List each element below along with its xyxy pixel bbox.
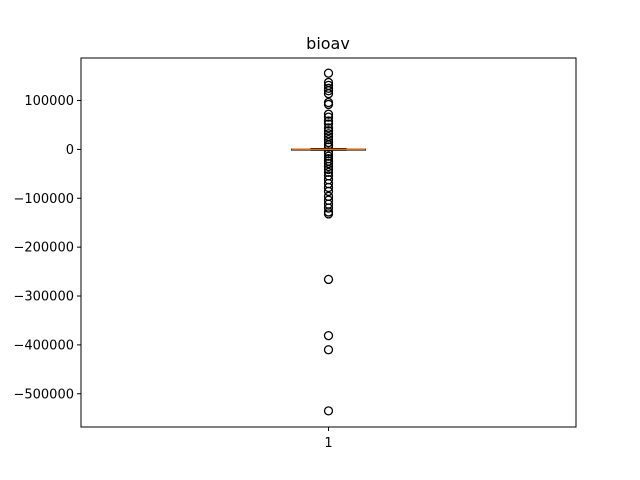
outlier-point: [323, 137, 334, 148]
outlier-point: [323, 83, 334, 93]
chart-title: bioav: [306, 34, 350, 53]
outlier-point: [323, 345, 334, 355]
outlier-point: [323, 86, 334, 96]
outlier-point: [323, 203, 334, 213]
y-tick-label: −300000: [13, 290, 74, 305]
y-tick-label: −100000: [13, 192, 74, 207]
outlier-point: [323, 112, 334, 122]
outlier-point: [323, 89, 334, 99]
outlier-point: [323, 123, 334, 133]
outlier-point: [323, 161, 334, 172]
outlier-point: [323, 274, 334, 285]
y-tick-label: −500000: [13, 387, 74, 402]
outlier-point: [323, 119, 334, 129]
outlier-point: [323, 167, 334, 178]
y-axis: 100000 0 −100000 −200000 −300000 −400000 −5000…: [13, 94, 81, 402]
box-plot-series: [291, 68, 366, 416]
y-tick-label: 100000: [24, 94, 74, 109]
outlier-point: [323, 116, 334, 126]
y-tick-label: 0: [66, 143, 74, 158]
outlier-point: [323, 109, 334, 119]
x-axis: 1: [324, 427, 333, 451]
outlier-point: [323, 151, 334, 161]
outlier-point: [323, 142, 334, 152]
outlier-point: [323, 134, 334, 145]
x-tick-label: 1: [324, 436, 332, 451]
outlier-point: [323, 209, 334, 219]
outlier-point: [323, 164, 334, 175]
outlier-point: [323, 182, 334, 193]
outlier-point: [323, 186, 334, 197]
y-tick-label: −400000: [13, 338, 74, 353]
outlier-point: [323, 129, 334, 139]
outlier-point: [323, 126, 334, 136]
outlier-point: [323, 330, 334, 341]
outlier-point: [323, 406, 334, 416]
y-tick-label: −200000: [13, 241, 74, 256]
outlier-point: [323, 158, 334, 169]
outlier-point: [323, 68, 334, 78]
outlier-point: [323, 99, 334, 110]
